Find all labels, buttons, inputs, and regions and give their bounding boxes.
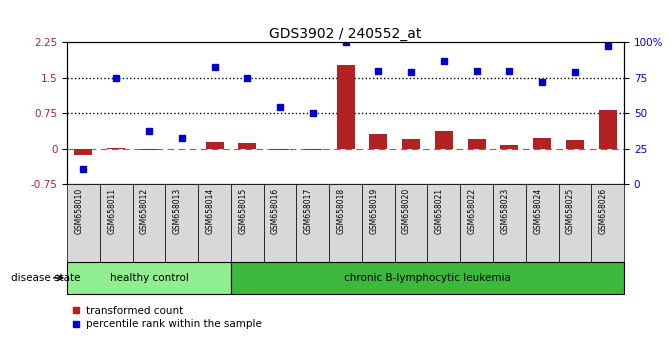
Bar — [133, 184, 165, 262]
Bar — [526, 184, 558, 262]
Legend: transformed count, percentile rank within the sample: transformed count, percentile rank withi… — [72, 306, 262, 329]
Bar — [271, 149, 289, 150]
Text: chronic B-lymphocytic leukemia: chronic B-lymphocytic leukemia — [344, 273, 511, 283]
Bar — [566, 140, 584, 149]
Text: GSM658019: GSM658019 — [369, 188, 378, 234]
Text: GSM658015: GSM658015 — [238, 188, 248, 234]
Bar — [140, 149, 158, 150]
Bar — [558, 184, 591, 262]
Text: GSM658020: GSM658020 — [402, 188, 411, 234]
Text: disease state: disease state — [11, 273, 81, 283]
Text: GSM658011: GSM658011 — [107, 188, 116, 234]
Bar — [599, 110, 617, 149]
Text: GSM658024: GSM658024 — [533, 188, 542, 234]
Bar — [67, 262, 231, 294]
Bar — [297, 184, 329, 262]
Text: GSM658018: GSM658018 — [337, 188, 346, 234]
Bar — [205, 142, 223, 149]
Text: GSM658013: GSM658013 — [172, 188, 182, 234]
Bar — [501, 145, 519, 149]
Bar — [165, 184, 198, 262]
Bar — [468, 139, 486, 149]
Bar — [264, 184, 297, 262]
Bar — [402, 139, 420, 149]
Title: GDS3902 / 240552_at: GDS3902 / 240552_at — [269, 28, 422, 41]
Bar — [591, 184, 624, 262]
Text: healthy control: healthy control — [109, 273, 189, 283]
Text: GSM658014: GSM658014 — [205, 188, 215, 234]
Text: GSM658023: GSM658023 — [501, 188, 509, 234]
Bar — [107, 148, 125, 149]
Bar — [337, 65, 354, 149]
Text: GSM658012: GSM658012 — [140, 188, 149, 234]
Bar — [238, 143, 256, 149]
Text: GSM658010: GSM658010 — [74, 188, 83, 234]
Bar — [198, 184, 231, 262]
Bar — [395, 184, 427, 262]
Bar — [100, 184, 133, 262]
Bar — [533, 138, 551, 149]
Bar — [329, 184, 362, 262]
Text: GSM658022: GSM658022 — [468, 188, 476, 234]
Bar — [231, 184, 264, 262]
Text: GSM658016: GSM658016 — [271, 188, 280, 234]
Bar — [369, 133, 387, 149]
Bar — [74, 149, 93, 155]
Bar — [435, 131, 453, 149]
Bar — [427, 184, 460, 262]
Text: GSM658026: GSM658026 — [599, 188, 608, 234]
Bar — [460, 184, 493, 262]
Bar — [493, 184, 526, 262]
Text: GSM658025: GSM658025 — [566, 188, 575, 234]
Text: GSM658021: GSM658021 — [435, 188, 444, 234]
Bar — [304, 149, 322, 150]
Bar — [362, 184, 395, 262]
Bar — [231, 262, 624, 294]
Bar — [67, 184, 100, 262]
Text: GSM658017: GSM658017 — [304, 188, 313, 234]
